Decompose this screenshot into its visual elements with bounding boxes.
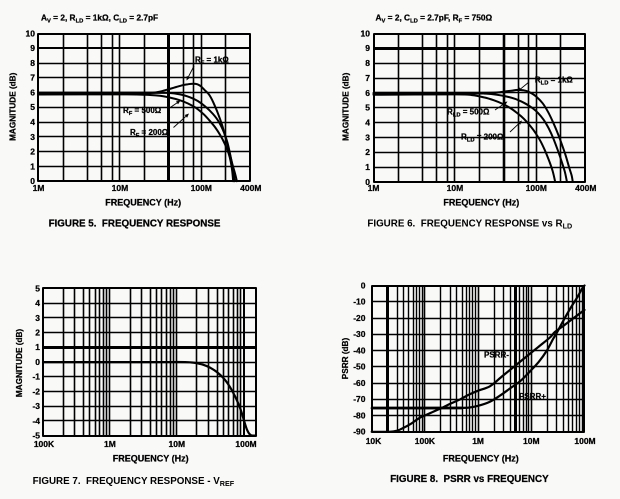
svg-text:PSRR (dB): PSRR (dB) <box>341 338 350 380</box>
svg-text:1M: 1M <box>104 439 116 449</box>
svg-text:100M: 100M <box>235 439 256 449</box>
svg-text:FREQUENCY (Hz): FREQUENCY (Hz) <box>113 453 189 463</box>
svg-text:-60: -60 <box>353 378 366 388</box>
svg-text:-30: -30 <box>353 329 366 339</box>
svg-text:5: 5 <box>30 102 35 112</box>
svg-text:7: 7 <box>365 73 370 83</box>
svg-text:1: 1 <box>30 161 35 171</box>
svg-text:-4: -4 <box>32 416 40 426</box>
svg-text:FREQUENCY (Hz): FREQUENCY (Hz) <box>105 197 181 207</box>
svg-text:10K: 10K <box>366 436 382 446</box>
svg-text:6: 6 <box>365 88 370 98</box>
svg-text:9: 9 <box>365 43 370 53</box>
svg-text:AV​ = 2, RLD​ = 1kΩ, CLD​ = 2.: AV​ = 2, RLD​ = 1kΩ, CLD​ = 2.7pF <box>41 13 158 25</box>
svg-text:MAGNITUDE (dB): MAGNITUDE (dB) <box>15 329 24 397</box>
svg-text:-10: -10 <box>353 297 366 307</box>
svg-text:8: 8 <box>365 58 370 68</box>
svg-text:3: 3 <box>365 132 370 142</box>
svg-text:FREQUENCY (Hz): FREQUENCY (Hz) <box>443 453 519 463</box>
svg-text:0: 0 <box>365 177 370 187</box>
svg-text:3: 3 <box>35 313 40 323</box>
svg-text:FIGURE 7. FREQUENCY RESPONSE: FIGURE 7. FREQUENCY RESPONSE - VREF​ <box>33 476 235 488</box>
svg-text:RF​ = 1kΩ: RF​ = 1kΩ <box>195 56 229 67</box>
svg-text:-40: -40 <box>353 345 366 355</box>
svg-text:-2: -2 <box>32 386 40 396</box>
svg-text:2: 2 <box>35 328 40 338</box>
svg-text:10M: 10M <box>112 183 129 193</box>
svg-text:FREQUENCY (Hz): FREQUENCY (Hz) <box>443 197 519 207</box>
svg-text:9: 9 <box>30 43 35 53</box>
svg-text:2: 2 <box>365 147 370 157</box>
svg-text:100M: 100M <box>526 183 547 193</box>
svg-text:1M: 1M <box>472 436 484 446</box>
svg-text:10M: 10M <box>523 436 540 446</box>
svg-text:10: 10 <box>361 28 371 38</box>
svg-text:100M: 100M <box>574 436 595 446</box>
svg-text:-50: -50 <box>353 362 366 372</box>
svg-text:-3: -3 <box>32 401 40 411</box>
svg-text:1M: 1M <box>33 183 45 193</box>
svg-text:-20: -20 <box>353 313 366 323</box>
svg-text:-80: -80 <box>353 410 366 420</box>
svg-text:FIGURE 8. PSRR vs FREQUENCY: FIGURE 8. PSRR vs FREQUENCY <box>390 474 549 485</box>
svg-text:6: 6 <box>30 88 35 98</box>
svg-text:2: 2 <box>30 147 35 157</box>
svg-text:1: 1 <box>35 342 40 352</box>
svg-text:400M: 400M <box>575 183 596 193</box>
svg-text:1M: 1M <box>368 183 380 193</box>
svg-text:-90: -90 <box>353 427 366 437</box>
svg-text:0: 0 <box>361 280 366 290</box>
svg-text:FIGURE 6. FREQUENCY RESPONSE: FIGURE 6. FREQUENCY RESPONSE vs RLD​ <box>367 219 572 231</box>
svg-text:AV​ = 2, CLD​ = 2.7pF, RF​ = 7: AV​ = 2, CLD​ = 2.7pF, RF​ = 750Ω <box>376 13 493 25</box>
svg-text:5: 5 <box>365 103 370 113</box>
svg-text:PSRR-: PSRR- <box>484 351 509 360</box>
svg-text:3: 3 <box>30 132 35 142</box>
svg-text:10: 10 <box>26 28 36 38</box>
svg-text:400M: 400M <box>240 183 261 193</box>
svg-text:0: 0 <box>30 176 35 186</box>
svg-text:-1: -1 <box>32 372 40 382</box>
svg-text:RLD​ = 1kΩ: RLD​ = 1kΩ <box>535 76 574 87</box>
svg-text:4: 4 <box>365 118 370 128</box>
svg-text:4: 4 <box>30 117 35 127</box>
svg-text:100K: 100K <box>415 436 436 446</box>
svg-text:4: 4 <box>35 298 40 308</box>
svg-text:7: 7 <box>30 73 35 83</box>
svg-text:8: 8 <box>30 58 35 68</box>
svg-text:100K: 100K <box>34 439 55 449</box>
svg-text:MAGNITUDE (dB): MAGNITUDE (dB) <box>9 72 18 140</box>
svg-text:RLD​ = 200Ω: RLD​ = 200Ω <box>461 133 504 144</box>
svg-text:MAGNITUDE (dB): MAGNITUDE (dB) <box>342 72 351 140</box>
svg-text:10M: 10M <box>169 439 186 449</box>
svg-text:RLD​ = 500Ω: RLD​ = 500Ω <box>447 108 490 119</box>
svg-text:-5: -5 <box>32 431 40 441</box>
svg-text:RF​ = 200Ω: RF​ = 200Ω <box>130 128 169 139</box>
svg-text:10M: 10M <box>447 183 464 193</box>
svg-text:PSRR+: PSRR+ <box>519 392 546 401</box>
svg-text:RF​ = 500Ω: RF​ = 500Ω <box>123 106 162 117</box>
svg-text:0: 0 <box>35 357 40 367</box>
svg-text:FIGURE 5. FREQUENCY RESPONSE: FIGURE 5. FREQUENCY RESPONSE <box>49 219 221 230</box>
svg-text:100M: 100M <box>191 183 212 193</box>
svg-text:-70: -70 <box>353 394 366 404</box>
svg-text:1: 1 <box>365 162 370 172</box>
svg-text:5: 5 <box>35 283 40 293</box>
